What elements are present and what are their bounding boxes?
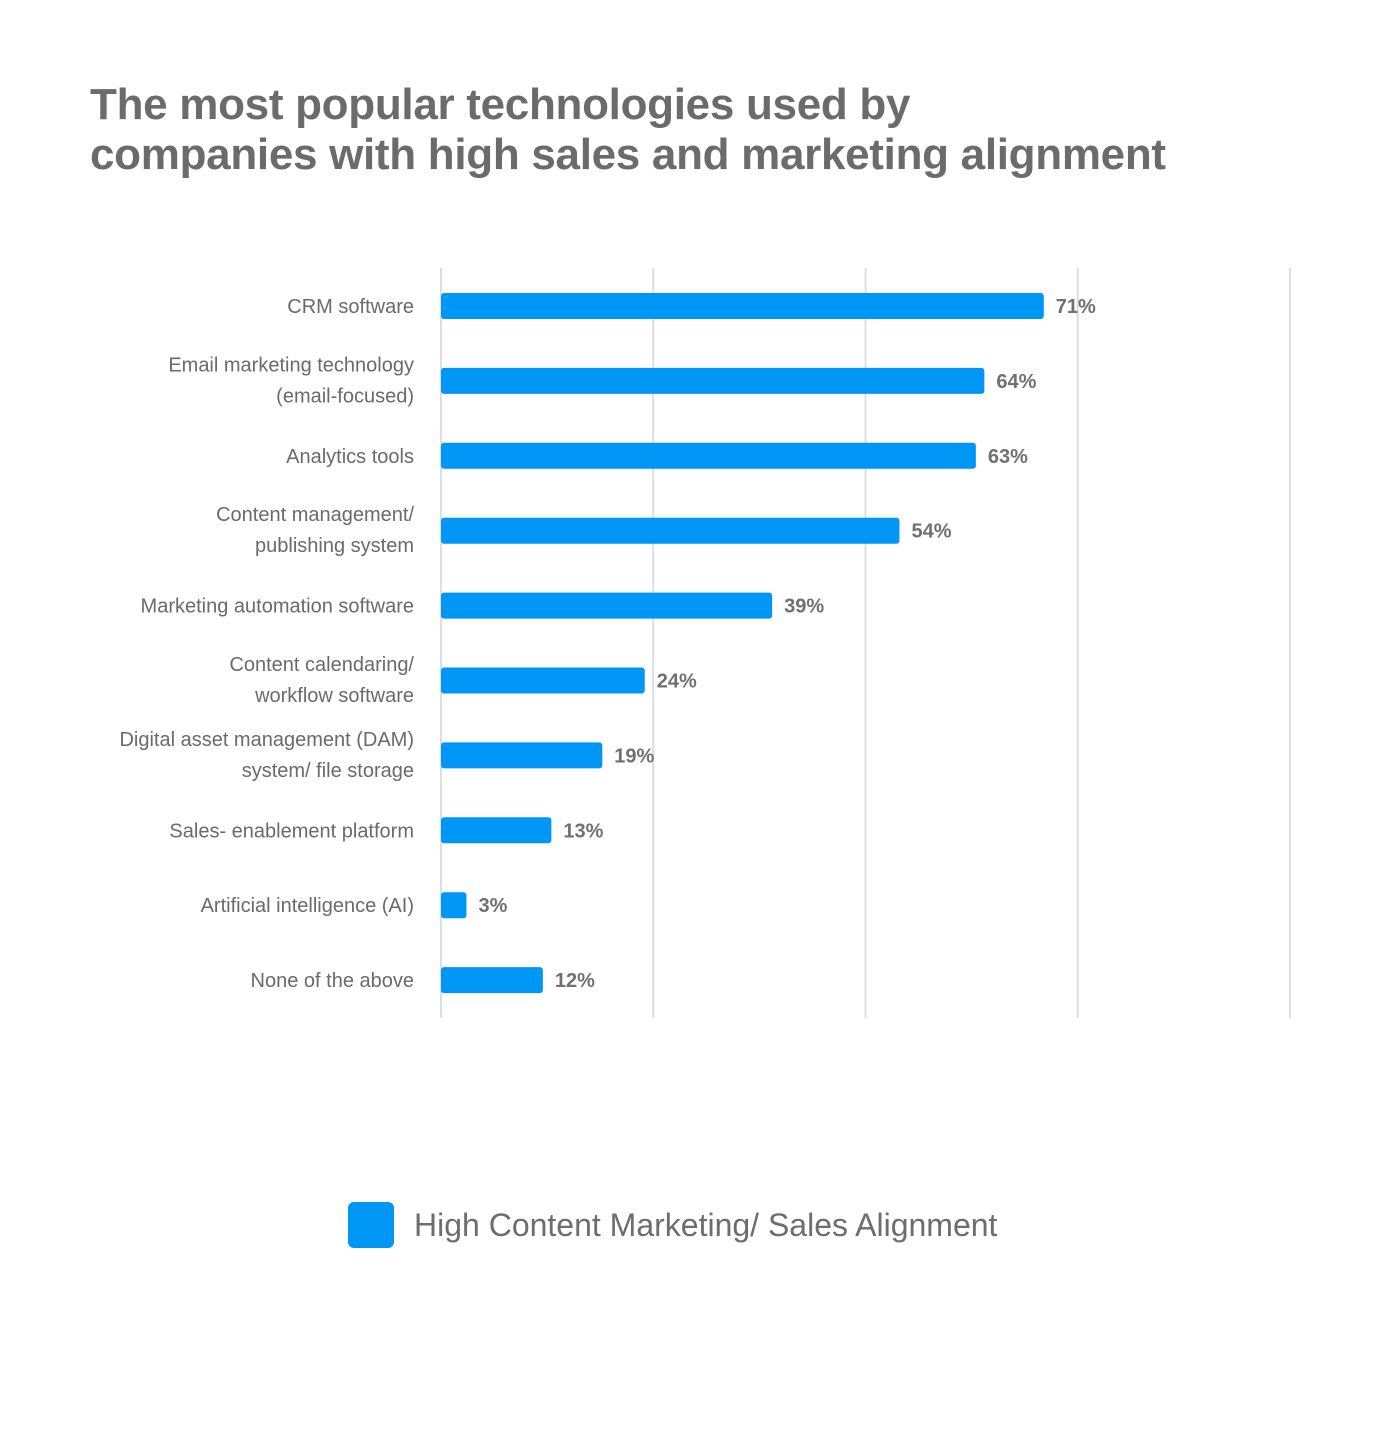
bar: [441, 967, 543, 994]
category-label: Analytics tools: [286, 446, 414, 468]
category-label: Email marketing technology: [168, 354, 414, 376]
data-label: 39%: [784, 596, 824, 618]
data-label: 71%: [1056, 296, 1096, 318]
bar: [441, 293, 1044, 319]
category-label: CRM software: [287, 296, 414, 318]
category-label: Content management/: [216, 504, 414, 526]
category-label: (email-focused): [276, 385, 414, 407]
data-label: 3%: [478, 895, 507, 917]
category-label: Sales- enablement platform: [169, 820, 414, 842]
data-label: 64%: [996, 371, 1036, 393]
bar: [441, 517, 900, 544]
category-label: Artificial intelligence (AI): [201, 895, 414, 917]
legend-label: High Content Marketing/ Sales Alignment: [414, 1206, 998, 1243]
chart-title-line-1: The most popular technologies used by: [90, 80, 911, 129]
category-label: Marketing automation software: [141, 596, 414, 618]
data-label: 63%: [988, 446, 1028, 468]
bar: [441, 667, 645, 694]
category-label: publishing system: [255, 535, 414, 557]
gridlines: [440, 268, 1291, 1018]
legend-swatch: [348, 1202, 394, 1248]
data-label: 54%: [911, 521, 951, 543]
chart-title: The most popular technologies used by co…: [90, 80, 1290, 180]
data-label: 24%: [657, 671, 697, 693]
data-label: 13%: [563, 820, 603, 842]
legend: High Content Marketing/ Sales Alignment: [348, 1202, 997, 1248]
bar: [441, 892, 467, 919]
category-label: None of the above: [251, 970, 414, 992]
category-label: Content calendaring/: [229, 654, 414, 676]
bar: [441, 592, 773, 619]
bar: [441, 817, 552, 844]
category-labels: CRM software Email marketing technology (e…: [119, 296, 414, 992]
chart-title-line-2: companies with high sales and marketing …: [90, 130, 1166, 179]
value-labels: 71% 64% 63% 54% 39% 24% 19% 13% 3% 12%: [478, 296, 1096, 992]
data-label: 19%: [614, 745, 654, 767]
category-label: system/ file storage: [242, 760, 414, 782]
bars: [441, 293, 1044, 994]
bar: [441, 742, 603, 769]
bar: [441, 367, 985, 394]
category-label: Digital asset management (DAM): [119, 729, 414, 751]
data-label: 12%: [555, 970, 595, 992]
bar-chart: CRM software Email marketing technology (e…: [119, 268, 1291, 1018]
bar: [441, 442, 976, 469]
category-label: workflow software: [254, 685, 414, 707]
